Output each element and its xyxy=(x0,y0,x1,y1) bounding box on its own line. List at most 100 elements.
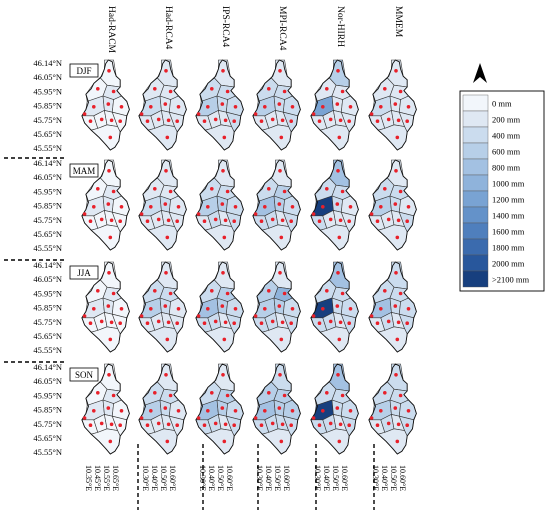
station-marker xyxy=(348,205,353,209)
station-marker xyxy=(163,304,168,308)
station-marker xyxy=(220,202,225,206)
station-marker xyxy=(395,439,400,444)
station-marker xyxy=(108,439,113,444)
season-box xyxy=(69,163,99,178)
legend-label: 0 mm xyxy=(492,99,512,109)
season-box xyxy=(69,63,99,78)
latitude-axis-labels: 46.14°N 46.05°N 45.95°N 45.85°N 45.75°N 45.65… xyxy=(33,58,62,457)
station-marker xyxy=(290,205,295,209)
station-marker xyxy=(164,69,168,73)
station-marker xyxy=(280,320,285,325)
station-marker xyxy=(168,291,173,296)
station-marker xyxy=(253,416,258,420)
station-marker xyxy=(321,105,325,109)
station-marker xyxy=(289,423,294,428)
station-marker xyxy=(213,319,218,324)
station-marker xyxy=(156,319,161,324)
legend-swatch xyxy=(462,174,489,192)
station-marker xyxy=(107,373,111,377)
station-marker xyxy=(317,321,322,326)
station-marker xyxy=(278,169,282,173)
model-header: Had-RACM xyxy=(106,6,116,54)
station-marker xyxy=(156,117,161,122)
station-marker xyxy=(282,189,287,194)
station-marker xyxy=(168,89,173,94)
basin-map xyxy=(310,363,359,455)
station-marker xyxy=(118,321,122,326)
latitude-label: 45.95°N xyxy=(33,86,62,96)
basin-map xyxy=(252,59,301,151)
station-marker xyxy=(111,89,116,94)
basin-outline xyxy=(138,261,187,353)
station-marker xyxy=(145,119,150,123)
station-marker xyxy=(338,320,343,325)
station-marker xyxy=(166,218,171,223)
station-marker xyxy=(289,119,294,123)
season-label: DJF xyxy=(76,66,91,76)
station-marker xyxy=(259,119,264,123)
station-marker xyxy=(328,319,333,324)
station-marker xyxy=(386,421,391,426)
station-marker xyxy=(196,112,201,116)
station-marker xyxy=(96,391,100,395)
station-marker xyxy=(233,205,238,209)
station-marker xyxy=(206,307,210,311)
station-marker xyxy=(336,169,340,173)
station-marker xyxy=(165,439,170,444)
station-marker xyxy=(278,271,282,275)
basin-map xyxy=(310,261,359,353)
station-marker xyxy=(393,202,398,206)
station-marker xyxy=(405,423,410,428)
legend-swatch xyxy=(462,206,489,224)
legend-label: 1000 mm xyxy=(492,179,525,189)
station-marker xyxy=(153,289,157,293)
station-marker xyxy=(277,202,282,206)
station-marker xyxy=(277,304,282,308)
station-marker xyxy=(220,304,225,308)
station-marker xyxy=(321,307,325,311)
station-marker xyxy=(394,169,398,173)
station-marker xyxy=(379,205,383,209)
longitude-label: 10.60°E xyxy=(168,465,177,491)
longitude-label: 10.50°E xyxy=(216,465,225,491)
legend-label: 400 mm xyxy=(492,131,520,141)
season-label: JJA xyxy=(77,268,91,278)
station-marker xyxy=(109,320,114,325)
station-marker xyxy=(406,307,411,311)
station-marker xyxy=(311,314,316,318)
station-marker xyxy=(369,212,374,216)
longitude-label: 10.65°E xyxy=(111,465,120,491)
station-marker xyxy=(175,219,179,223)
station-marker xyxy=(196,212,201,216)
station-marker xyxy=(395,337,400,342)
basin-map xyxy=(310,159,359,251)
station-marker xyxy=(263,105,267,109)
station-marker xyxy=(394,271,398,275)
station-marker xyxy=(337,235,342,240)
station-marker xyxy=(253,112,258,116)
station-marker xyxy=(168,189,173,194)
latitude-label: 45.75°N xyxy=(33,317,62,327)
latitude-label: 46.05°N xyxy=(33,274,62,284)
station-marker xyxy=(253,314,258,318)
station-marker xyxy=(82,416,87,420)
station-marker xyxy=(119,307,124,311)
station-marker xyxy=(321,409,325,413)
basin-outline xyxy=(368,159,417,251)
station-marker xyxy=(176,105,181,109)
station-marker xyxy=(398,393,403,398)
station-marker xyxy=(166,422,171,427)
station-marker xyxy=(267,87,271,91)
station-marker xyxy=(394,373,398,377)
station-marker xyxy=(99,117,104,122)
station-marker xyxy=(92,307,96,311)
station-marker xyxy=(106,406,111,410)
station-marker xyxy=(82,212,87,216)
station-marker xyxy=(406,105,411,109)
station-marker xyxy=(149,205,153,209)
station-marker xyxy=(267,289,271,293)
station-marker xyxy=(139,416,144,420)
basin-outline xyxy=(252,261,301,353)
basin-map xyxy=(138,261,187,353)
legend-swatch xyxy=(462,222,489,240)
